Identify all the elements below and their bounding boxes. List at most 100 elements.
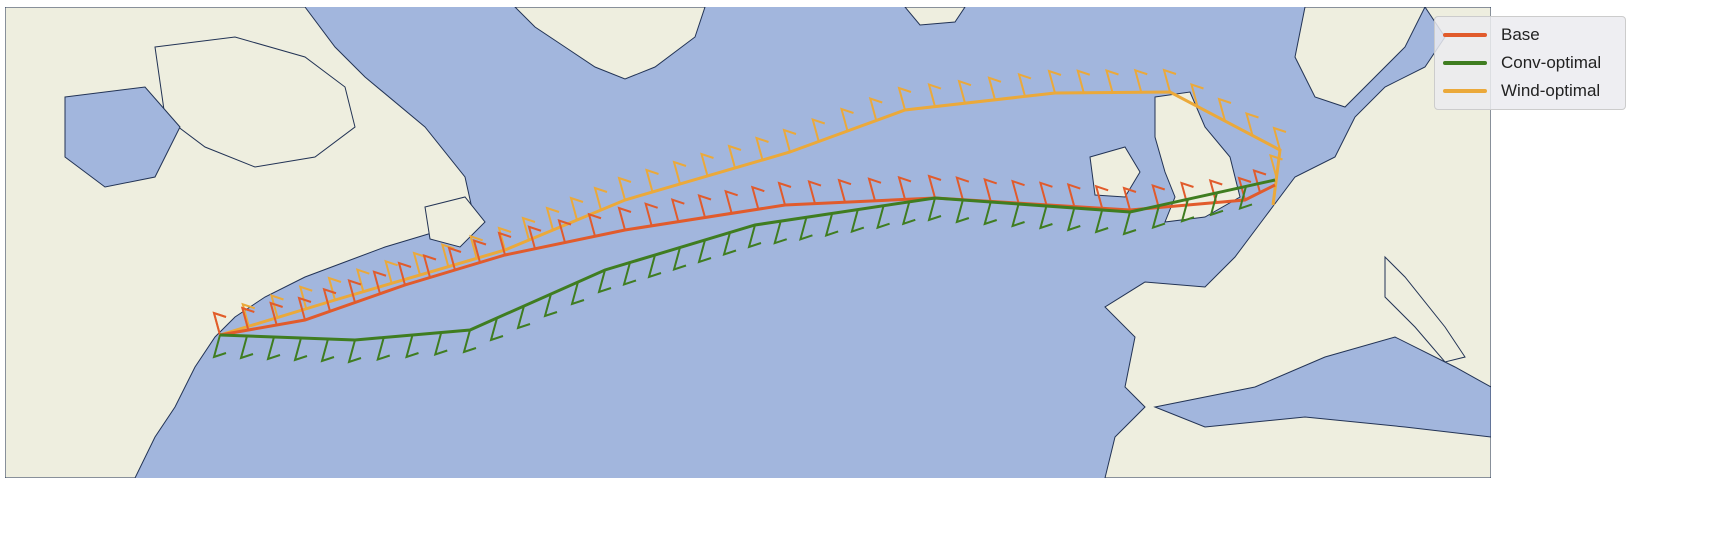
wind-barb-wind-optimal xyxy=(497,226,512,251)
wind-barb-base xyxy=(897,175,912,200)
wind-barb-conv-optimal xyxy=(462,329,477,354)
wind-barb-wind-optimal xyxy=(593,186,608,211)
wind-barb-conv-optimal xyxy=(293,337,308,362)
wind-barb-base xyxy=(1208,178,1223,203)
iceland xyxy=(904,7,966,26)
wind-barb-base xyxy=(837,178,852,203)
wind-barb-base xyxy=(1151,183,1166,208)
wind-barb-wind-optimal xyxy=(521,216,536,241)
wind-barb-wind-optimal xyxy=(1190,82,1204,107)
wind-barb-wind-optimal xyxy=(569,196,584,221)
wind-barb-wind-optimal xyxy=(840,107,854,132)
wind-barb-conv-optimal xyxy=(850,209,865,234)
ireland xyxy=(1089,146,1141,198)
wind-barb-base xyxy=(983,177,998,202)
wind-barb-wind-optimal xyxy=(868,96,883,121)
wind-barb-conv-optimal xyxy=(570,281,585,306)
wind-barb-base xyxy=(240,306,255,331)
wind-barb-conv-optimal xyxy=(798,217,813,241)
wind-barb-wind-optimal xyxy=(1105,68,1119,93)
wind-barb-wind-optimal xyxy=(672,160,687,185)
wind-barb-wind-optimal xyxy=(1245,111,1259,136)
wind-barb-conv-optimal xyxy=(1151,205,1166,230)
scandinavia xyxy=(1294,7,1426,108)
wind-barb-conv-optimal xyxy=(1180,198,1195,223)
newfoundland xyxy=(424,196,486,248)
wind-barb-conv-optimal xyxy=(347,339,362,364)
wind-barb-wind-optimal xyxy=(617,176,632,201)
wind-barb-base xyxy=(447,246,462,271)
legend-label-conv-optimal: Conv-optimal xyxy=(1501,53,1602,72)
wind-barb-conv-optimal xyxy=(489,317,504,342)
wind-barb-base xyxy=(1038,181,1053,206)
wind-barb-conv-optimal xyxy=(543,293,558,318)
wind-barb-wind-optimal xyxy=(897,86,912,111)
wind-barb-wind-optimal xyxy=(1076,69,1091,94)
wind-barb-conv-optimal xyxy=(266,336,281,361)
wind-barb-conv-optimal xyxy=(747,224,762,249)
wind-barb-base xyxy=(527,225,542,250)
wind-barb-base xyxy=(397,261,412,286)
legend-swatch-conv-optimal xyxy=(1443,61,1487,65)
wind-barb-wind-optimal xyxy=(384,259,398,284)
legend-item-base: Base xyxy=(1443,21,1540,49)
wind-barb-conv-optimal xyxy=(773,220,788,245)
wind-barb-conv-optimal xyxy=(597,269,612,294)
mediterranean xyxy=(1153,336,1491,438)
legend-label-base: Base xyxy=(1501,25,1540,44)
wind-barb-conv-optimal xyxy=(824,213,839,237)
wind-barb-base xyxy=(297,296,312,321)
wind-barb-conv-optimal xyxy=(927,197,942,222)
wind-barb-conv-optimal xyxy=(1238,186,1253,210)
wind-barb-wind-optimal xyxy=(469,234,483,259)
wind-barb-wind-optimal xyxy=(412,251,427,276)
wind-barb-wind-optimal xyxy=(1217,97,1232,122)
wind-barb-conv-optimal xyxy=(901,201,916,226)
legend-swatch-wind-optimal xyxy=(1443,89,1487,93)
wind-barb-base xyxy=(644,202,658,227)
wind-barb-base xyxy=(587,212,602,237)
wind-barb-base xyxy=(1122,186,1137,211)
wind-barb-base xyxy=(617,206,632,231)
wind-barb-base xyxy=(1237,176,1252,201)
wind-barb-wind-optimal xyxy=(645,168,659,193)
land-masses xyxy=(5,7,1491,478)
wind-barb-base xyxy=(557,218,572,243)
wind-barb-wind-optimal xyxy=(1272,126,1287,151)
wind-barb-base xyxy=(1094,184,1109,209)
wind-barb-wind-optimal xyxy=(987,76,1002,101)
wind-barb-wind-optimal xyxy=(1017,72,1032,97)
legend-item-wind-optimal: Wind-optimal xyxy=(1443,77,1600,105)
wind-barb-conv-optimal xyxy=(1066,207,1081,232)
wind-barb-wind-optimal xyxy=(298,285,313,310)
wind-barb-wind-optimal xyxy=(727,144,742,169)
wind-barb-wind-optimal xyxy=(700,152,714,177)
wind-barb-conv-optimal xyxy=(672,247,687,272)
wind-barb-conv-optimal xyxy=(647,254,662,279)
wind-barb-wind-optimal xyxy=(241,302,256,327)
wind-barb-wind-optimal xyxy=(1162,68,1177,93)
wind-barb-base xyxy=(697,193,712,218)
wind-barb-base xyxy=(777,181,792,206)
wind-barb-conv-optimal xyxy=(955,199,970,224)
wind-barb-base xyxy=(497,231,512,256)
wind-barb-wind-optimal xyxy=(1133,68,1148,93)
wind-barb-base xyxy=(807,180,822,204)
legend-item-conv-optimal: Conv-optimal xyxy=(1443,49,1601,77)
legend-swatch-base xyxy=(1443,33,1487,37)
wind-barb-conv-optimal xyxy=(722,232,737,257)
wind-barb-conv-optimal xyxy=(433,332,448,357)
wind-barb-wind-optimal xyxy=(782,128,797,153)
wind-barb-conv-optimal xyxy=(376,337,391,362)
wind-barb-base xyxy=(347,278,362,303)
great-britain xyxy=(1154,91,1241,223)
wind-barb-base xyxy=(212,311,227,336)
route-map xyxy=(5,7,1491,478)
flight-routes xyxy=(212,68,1287,364)
italy xyxy=(1384,255,1466,363)
wind-barb-wind-optimal xyxy=(927,83,942,107)
wind-barb-conv-optimal xyxy=(405,334,419,359)
wind-barb-base xyxy=(927,174,942,199)
wind-barb-base xyxy=(1180,181,1194,206)
wind-barb-base xyxy=(724,189,738,214)
